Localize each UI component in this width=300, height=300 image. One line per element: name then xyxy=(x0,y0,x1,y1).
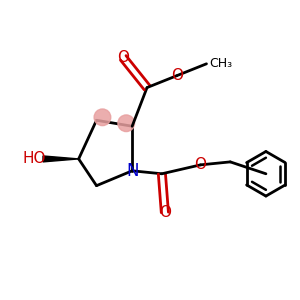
Polygon shape xyxy=(43,156,79,162)
Text: HO: HO xyxy=(22,152,46,166)
Text: O: O xyxy=(194,158,206,172)
Text: O: O xyxy=(171,68,183,83)
Text: O: O xyxy=(117,50,129,65)
Text: O: O xyxy=(159,205,171,220)
Text: CH₃: CH₃ xyxy=(209,57,232,70)
Circle shape xyxy=(94,109,111,126)
Circle shape xyxy=(118,115,134,132)
Text: N: N xyxy=(126,162,138,180)
